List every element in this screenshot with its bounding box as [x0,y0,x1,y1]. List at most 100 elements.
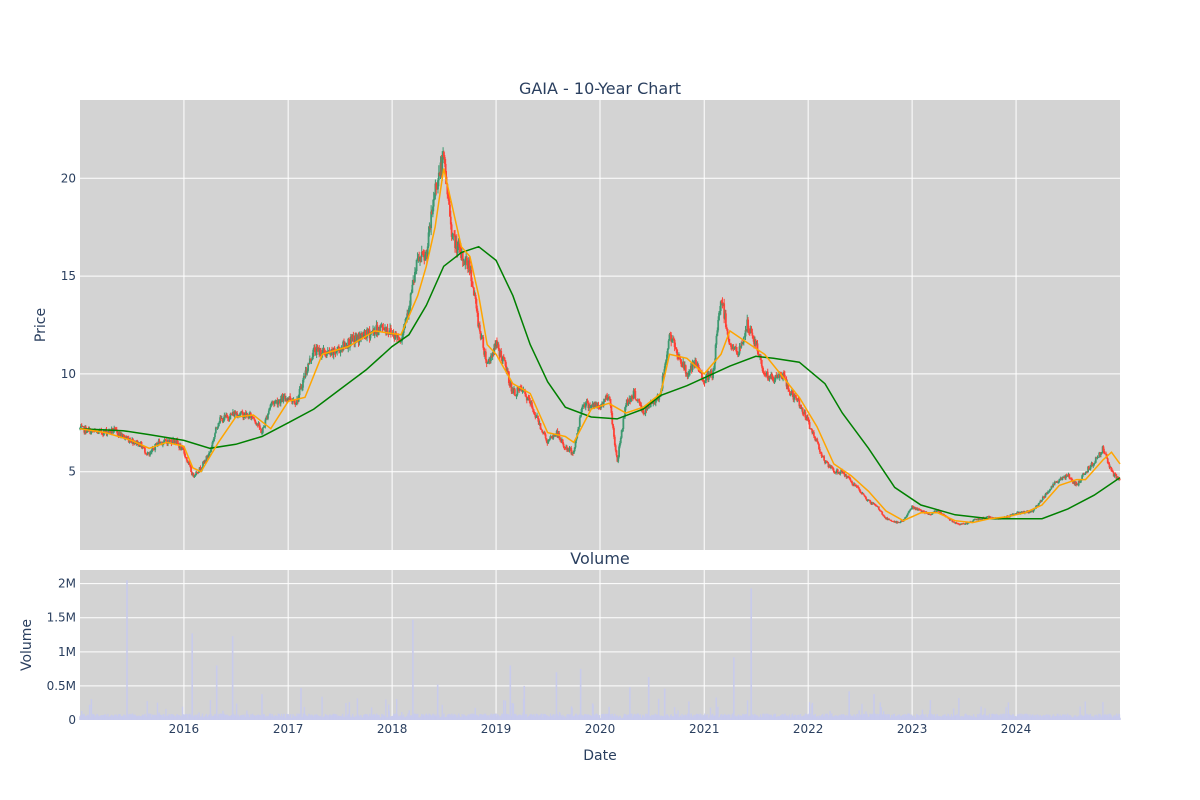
volume-bar [612,716,615,720]
long-moving-average-line [79,245,1121,520]
volume-bar [910,714,913,720]
volume-bar [93,714,95,720]
candle-body [698,370,701,372]
volume-bar [709,707,712,720]
candle-body [667,340,670,349]
volume-bar [834,715,836,720]
volume-bar [980,706,982,720]
candle-body [612,424,614,429]
candle-body [180,446,183,450]
volume-bar [871,713,873,720]
candle-body [817,441,820,445]
candle-body [574,440,577,448]
volume-bar [170,714,172,720]
candle-body [315,346,318,355]
volume-bar [1118,714,1121,720]
candle-body [793,395,796,400]
candle-body [428,226,431,233]
candle-body [456,246,459,254]
candle-body [309,358,312,361]
volume-bar [1119,717,1121,720]
volume-bar [796,715,799,720]
candle-body [1110,467,1113,470]
candle-body [1008,516,1011,518]
candle-body [79,428,81,429]
volume-bar [814,714,816,720]
candle-body [189,464,192,467]
candle-body [478,324,481,332]
volume-bar [130,714,132,720]
candle-body [246,414,249,416]
candle-body [953,521,955,523]
candle-body [623,416,626,419]
candle-body [298,389,301,396]
candle-body [625,405,627,408]
candle-body [1089,464,1092,469]
candle-body [208,453,210,456]
volume-bar [811,702,814,720]
candle-body [1087,466,1090,472]
volume-bar [699,713,701,720]
candle-body [405,318,408,320]
candle-body [1056,481,1059,483]
volume-bar [415,714,418,720]
volume-bar [385,699,387,720]
candle-body [461,252,464,262]
volume-bar [149,713,152,720]
candle-body [882,514,884,516]
volume-y-axis-label: Volume [19,619,35,671]
candle-body [229,413,232,420]
candle-body [282,396,285,402]
candle-body [267,410,270,414]
candle-body [531,402,533,408]
volume-bar [156,702,159,720]
candle-body [252,417,255,419]
candle-body [935,510,938,513]
candle-body [146,453,149,455]
candle-body [302,379,304,388]
volume-bar [167,716,169,720]
candle-body [168,440,171,442]
candle-body [808,422,811,429]
candle-body [1094,462,1096,464]
candle-body [449,216,452,225]
candle-body [503,357,506,361]
volume-bar [808,702,811,720]
candle-body [655,399,658,401]
volume-bar [879,702,881,720]
candle-body [723,303,726,319]
volume-bar [972,714,975,720]
candle-body [264,419,267,427]
candle-body [1059,479,1061,481]
candle-body [475,298,478,309]
volume-bar [443,713,445,720]
volume-bar [1117,716,1119,720]
candle-body [544,434,547,439]
volume-bar [118,714,120,720]
candle-body [133,441,136,444]
volume-bar [511,703,513,720]
volume-bar [187,714,189,720]
volume-bar [88,704,91,720]
candle-body [732,348,735,350]
volume-bar [401,712,403,720]
volume-bar [309,714,311,720]
volume-bar [501,713,503,720]
candle-body [98,430,101,431]
candle-body [150,449,153,453]
volume-bar [608,706,610,720]
volume-y-tick-label: 1M [58,645,76,659]
candle-body [277,401,280,405]
volume-bar [858,710,860,720]
x-tick-label: 2017 [273,722,304,736]
volume-bar [1035,715,1037,720]
volume-bar [110,714,113,720]
candle-body [789,391,791,396]
candle-body [832,468,835,472]
volume-bar [677,710,679,720]
candle-body [1083,474,1086,475]
volume-bar [498,716,500,720]
candle-body [643,413,646,415]
candle-body [615,450,618,456]
